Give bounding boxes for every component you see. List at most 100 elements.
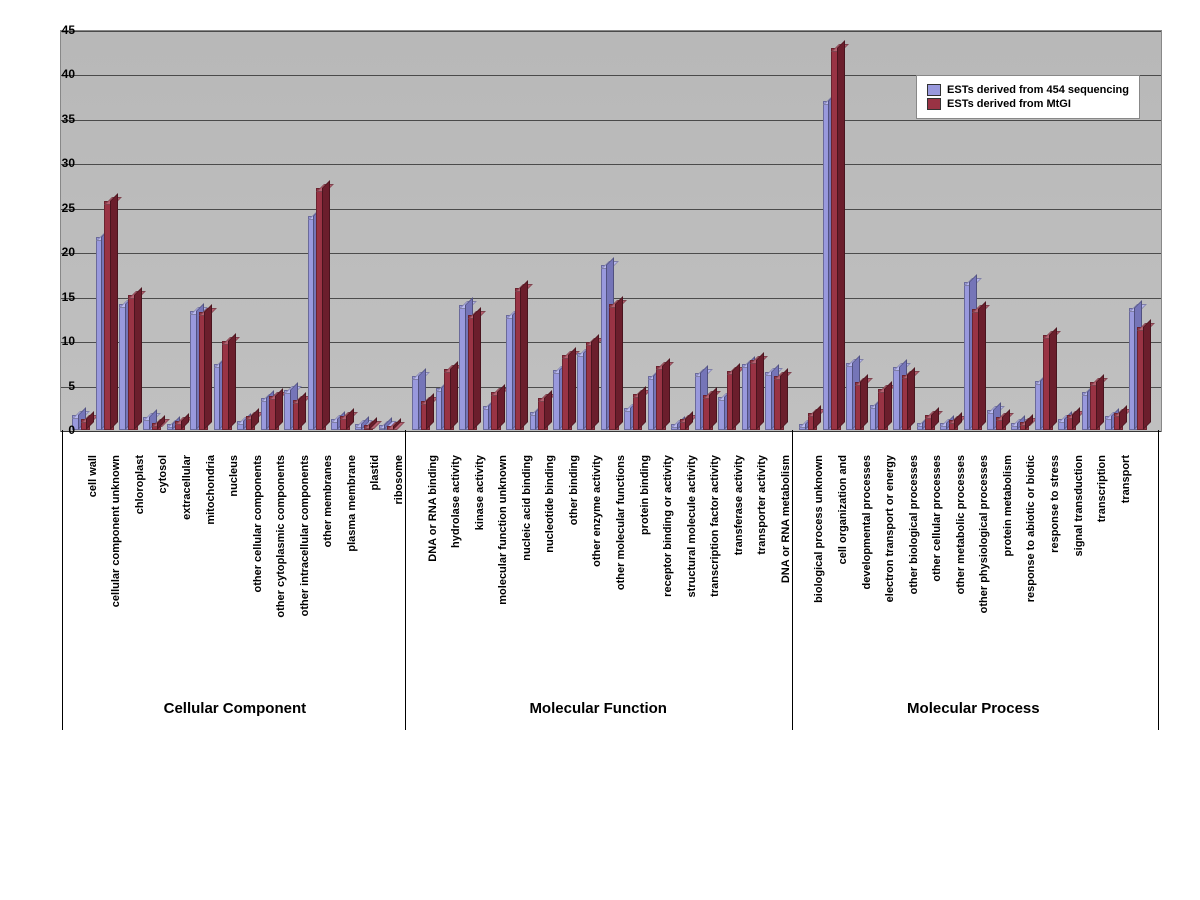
bar [421,403,429,430]
x-tick-label: signal transduction [1073,455,1085,655]
group-title: Molecular Process [797,700,1150,717]
x-tick-label: nucleotide binding [544,455,556,655]
bar [902,377,910,430]
bar [128,297,136,430]
x-tick-label: other enzyme activity [591,455,603,655]
x-tick-label: transcription [1096,455,1108,655]
bar [718,399,726,430]
bar [870,407,878,430]
x-tick-label: electron transport or energy [884,455,896,655]
bar [1011,425,1019,430]
group-divider [62,430,63,730]
bar [152,425,160,430]
bar [964,284,972,430]
bar [459,307,467,430]
bar [808,415,816,430]
bar [483,408,491,430]
bar [562,357,570,430]
bar [538,400,546,430]
bar [143,419,151,430]
bar [355,426,363,430]
bar [530,414,538,430]
bar [1058,421,1066,430]
bar [237,423,245,430]
bar [364,427,372,430]
bar [214,366,222,430]
bar [1090,384,1098,430]
bar [624,410,632,430]
y-tick-label: 40 [45,67,75,81]
x-tick-label: nucleus [228,455,240,655]
x-tick-label: plasma membrane [346,455,358,655]
bar [633,396,641,430]
legend-label: ESTs derived from MtGI [947,98,1071,110]
x-tick-label: transporter activity [756,455,768,655]
bar [750,362,758,430]
x-tick-label: kinase activity [474,455,486,655]
bar [695,375,703,430]
x-tick-label: hydrolase activity [450,455,462,655]
group-title: Molecular Function [410,700,787,717]
bar [340,418,348,430]
bar [515,290,523,430]
bar [917,425,925,430]
bar [1035,383,1043,430]
bar [222,343,230,430]
group-divider [405,430,406,730]
y-tick-label: 0 [45,423,75,437]
y-tick-label: 45 [45,23,75,37]
bar [119,306,127,430]
bar [1067,417,1075,430]
x-tick-label: mitochondria [205,455,217,655]
group-divider [792,430,793,730]
bar [577,355,585,430]
bar [1129,310,1137,430]
x-tick-label: transport [1120,455,1132,655]
y-tick-label: 10 [45,334,75,348]
x-tick-label: extracellular [181,455,193,655]
x-tick-label: other physiological processes [978,455,990,655]
bar [878,391,886,430]
bar [491,394,499,430]
x-tick-label: nucleic acid binding [521,455,533,655]
bar [468,317,476,430]
bar [925,417,933,430]
bar [765,374,773,430]
bar [81,421,89,430]
x-tick-label: structural molecule activity [686,455,698,655]
bar [506,317,514,430]
bar [1105,418,1113,430]
bar [609,306,617,430]
bar [823,103,831,430]
bar [284,392,292,430]
bar [996,419,1004,430]
bar [586,344,594,430]
x-tick-label: developmental processes [861,455,873,655]
x-tick-label: DNA or RNA binding [427,455,439,655]
bar [269,398,277,430]
y-tick-label: 5 [45,379,75,393]
legend: ESTs derived from 454 sequencing ESTs der… [916,75,1140,119]
legend-label: ESTs derived from 454 sequencing [947,84,1129,96]
x-tick-label: other cellular processes [931,455,943,655]
bar [601,267,609,430]
x-tick-label: chloroplast [134,455,146,655]
bar [1114,415,1122,430]
bar [703,397,711,430]
bar [656,368,664,430]
bar [379,427,387,430]
x-tick-label: plastid [369,455,381,655]
bar [799,426,807,430]
group-divider [1158,430,1159,730]
bar [553,372,561,430]
x-tick-label: DNA or RNA metabolism [780,455,792,655]
bar [893,369,901,430]
bar [1137,329,1145,430]
bar [831,50,839,430]
x-tick-label: receptor binding or activity [662,455,674,655]
x-tick-label: cell wall [87,455,99,655]
bar [261,400,269,430]
group-title: Cellular Component [70,700,400,717]
legend-swatch [927,84,941,96]
x-tick-label: other molecular functions [615,455,627,655]
